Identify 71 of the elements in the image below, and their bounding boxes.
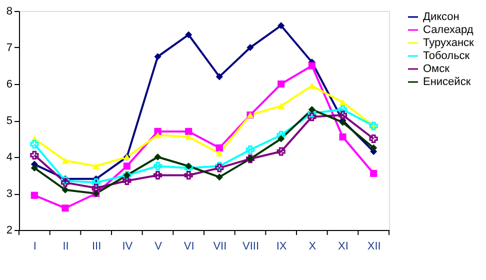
y-tick-label: 3 — [6, 188, 12, 200]
x-tick-label: X — [308, 240, 317, 252]
point — [92, 178, 100, 187]
point — [62, 158, 69, 164]
point — [30, 192, 38, 199]
point — [92, 163, 100, 170]
x-tick-label: III — [92, 240, 102, 252]
x-tick-label: VIII — [242, 240, 260, 252]
point — [278, 102, 285, 109]
point — [62, 204, 69, 212]
point — [154, 132, 162, 138]
point — [338, 105, 348, 114]
x-tick-label: VI — [184, 240, 194, 252]
x-tick-label: XI — [338, 240, 348, 252]
y-tick-label: 5 — [6, 115, 12, 127]
point — [153, 162, 162, 170]
x-tick-label: I — [33, 240, 36, 252]
x-tick-label: VII — [213, 240, 227, 252]
point — [338, 110, 348, 120]
legend-label: Енисейск — [423, 76, 471, 88]
x-tick-label: IX — [276, 240, 288, 252]
y-tick-label: 2 — [6, 224, 12, 236]
legend-label: Диксон — [423, 11, 460, 23]
point — [122, 176, 132, 186]
point — [216, 73, 223, 80]
point — [278, 22, 285, 30]
point — [30, 140, 39, 149]
point — [185, 128, 192, 135]
point — [216, 174, 223, 181]
point — [276, 147, 286, 156]
point — [339, 99, 346, 106]
x-tick-label: II — [62, 240, 69, 252]
y-tick-label: 4 — [6, 152, 12, 164]
y-tick-label: 7 — [6, 42, 12, 54]
point — [154, 53, 162, 60]
point — [154, 153, 162, 161]
point — [92, 184, 100, 192]
point — [278, 135, 285, 142]
point — [153, 170, 162, 180]
point — [308, 106, 316, 114]
point — [308, 82, 316, 89]
point — [308, 62, 316, 70]
legend-label: Тобольск — [423, 50, 470, 62]
point — [184, 164, 193, 172]
point — [339, 133, 346, 140]
point — [216, 150, 223, 156]
x-tick-label: V — [154, 240, 163, 252]
point — [370, 144, 378, 152]
y-tick-label: 6 — [6, 78, 12, 90]
point — [308, 112, 316, 122]
x-tick-label: IV — [122, 240, 134, 252]
point — [30, 164, 38, 172]
point — [185, 31, 192, 38]
legend-label: Омск — [423, 63, 450, 75]
legend-label: Туруханск — [423, 37, 474, 49]
point — [246, 145, 255, 154]
point — [62, 186, 69, 194]
point — [185, 162, 192, 170]
point — [369, 134, 378, 144]
point — [185, 134, 192, 140]
point — [216, 144, 223, 152]
point — [246, 44, 254, 52]
legend-label: Салехард — [423, 24, 474, 36]
y-tick-label: 8 — [6, 6, 12, 18]
point — [30, 150, 39, 160]
x-tick-label: XII — [367, 240, 381, 252]
point — [123, 162, 130, 170]
point — [278, 80, 285, 88]
point — [370, 170, 378, 177]
point — [154, 128, 162, 135]
point — [184, 170, 193, 180]
